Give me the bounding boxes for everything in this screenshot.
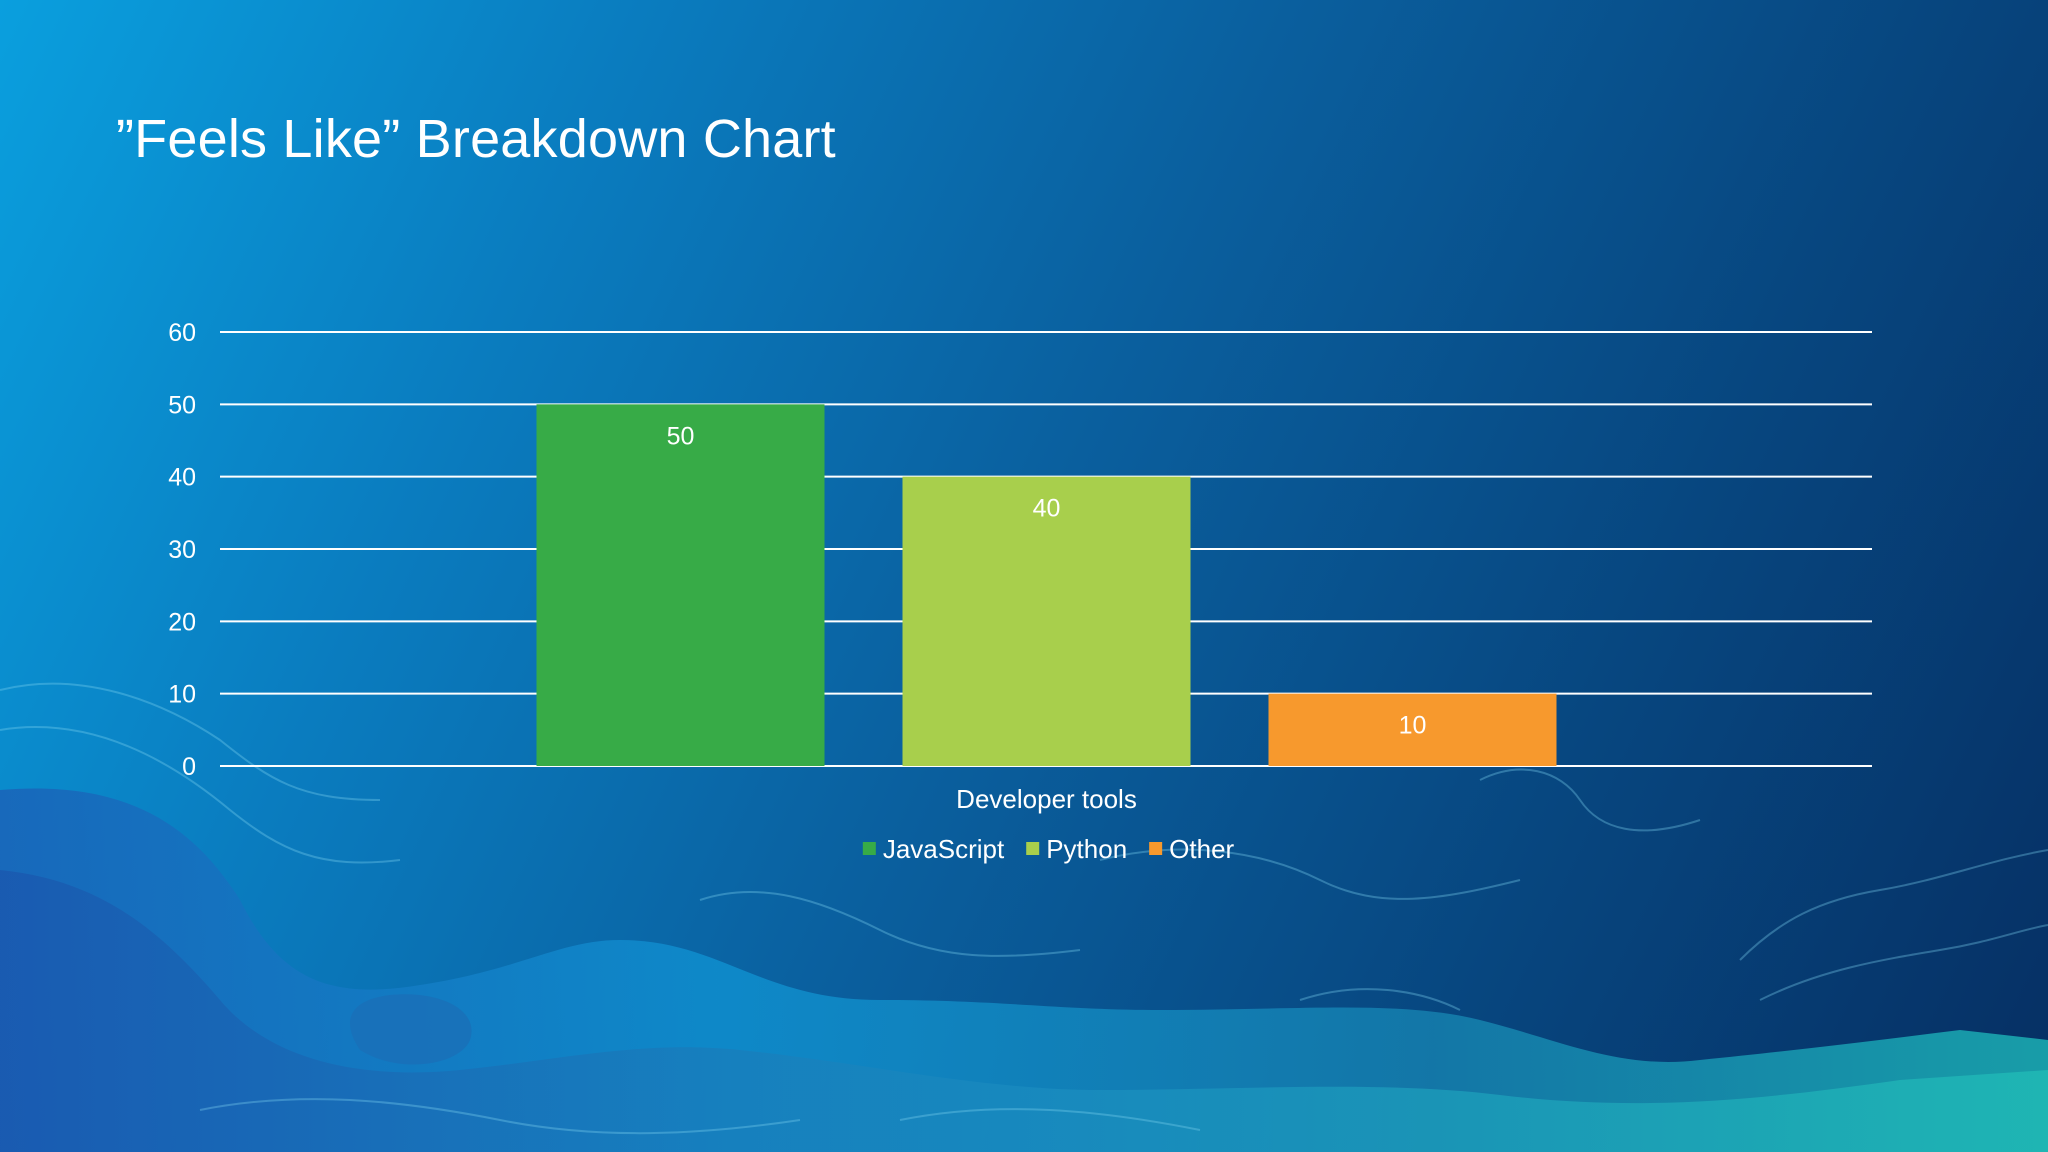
x-category-label: Developer tools [956,784,1137,814]
bar-python [902,476,1191,766]
y-axis: 0 10 20 30 40 50 60 [168,319,196,781]
data-label-python: 40 [1033,495,1061,523]
bars [536,404,1557,766]
data-label-other: 10 [1399,712,1427,740]
bar-javascript [536,404,825,766]
legend-label: JavaScript [883,834,1005,864]
legend-swatch [862,842,876,855]
legend-swatch [1026,842,1040,855]
legend-item-python: Python [1026,834,1127,864]
legend: JavaScript Python Other [862,834,1235,864]
legend-item-javascript: JavaScript [862,834,1005,864]
legend-label: Other [1169,834,1234,864]
y-tick-label: 30 [168,536,196,564]
legend-label: Python [1046,834,1127,864]
legend-swatch [1149,842,1163,855]
x-axis: Developer tools [956,784,1137,814]
data-labels: 50 40 10 [667,422,1427,739]
y-tick-label: 0 [182,753,196,781]
bar-other [1268,693,1557,766]
slide-title: ”Feels Like” Breakdown Chart [116,109,836,169]
y-tick-label: 40 [168,464,196,492]
y-tick-label: 10 [168,681,196,709]
legend-item-other: Other [1149,834,1235,864]
y-tick-label: 20 [168,608,196,636]
data-label-javascript: 50 [667,422,695,450]
y-tick-label: 50 [168,391,196,419]
y-tick-label: 60 [168,319,196,347]
